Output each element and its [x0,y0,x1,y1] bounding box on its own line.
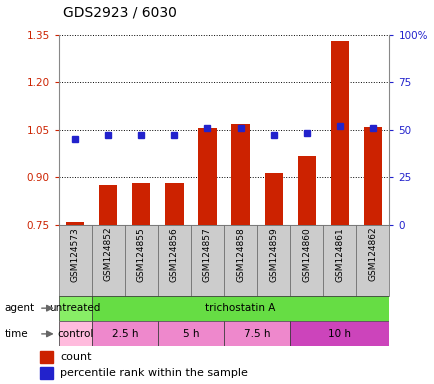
Bar [59,296,92,321]
Text: count: count [60,352,91,362]
Bar [191,225,224,296]
Bar [40,351,53,363]
Text: 5 h: 5 h [182,329,199,339]
Text: time: time [4,329,28,339]
Bar [165,182,183,225]
Text: 10 h: 10 h [328,329,350,339]
Bar [264,173,282,225]
Text: GSM124857: GSM124857 [203,227,211,281]
Bar [289,225,322,296]
Bar [59,225,92,296]
Text: GSM124855: GSM124855 [137,227,145,281]
Bar [59,321,92,346]
Bar [231,124,249,225]
Bar [125,225,158,296]
Text: GSM124861: GSM124861 [335,227,343,281]
Bar [224,225,256,296]
Text: trichostatin A: trichostatin A [205,303,275,313]
Bar [92,225,125,296]
Text: GSM124860: GSM124860 [302,227,310,281]
Bar [40,367,53,379]
Bar [158,225,191,296]
Bar [355,225,388,296]
Bar [297,156,315,225]
Text: 2.5 h: 2.5 h [112,329,138,339]
Bar [132,182,150,225]
Bar [158,321,224,346]
Text: agent: agent [4,303,34,313]
Bar [363,127,381,225]
Bar [289,321,388,346]
Bar [198,128,216,225]
Text: control: control [57,329,93,339]
Text: GSM124573: GSM124573 [71,227,79,281]
Text: GSM124856: GSM124856 [170,227,178,281]
Bar [322,225,355,296]
Text: GSM124858: GSM124858 [236,227,244,281]
Text: 7.5 h: 7.5 h [243,329,270,339]
Text: GSM124859: GSM124859 [269,227,277,281]
Bar [256,225,289,296]
Text: untreated: untreated [49,303,101,313]
Text: GDS2923 / 6030: GDS2923 / 6030 [63,5,177,19]
Text: GSM124852: GSM124852 [104,227,112,281]
Bar [224,321,289,346]
Text: percentile rank within the sample: percentile rank within the sample [60,368,247,379]
Text: GSM124862: GSM124862 [368,227,376,281]
Bar [99,185,117,225]
Bar [330,41,348,225]
Bar [92,321,158,346]
Bar [66,222,84,225]
